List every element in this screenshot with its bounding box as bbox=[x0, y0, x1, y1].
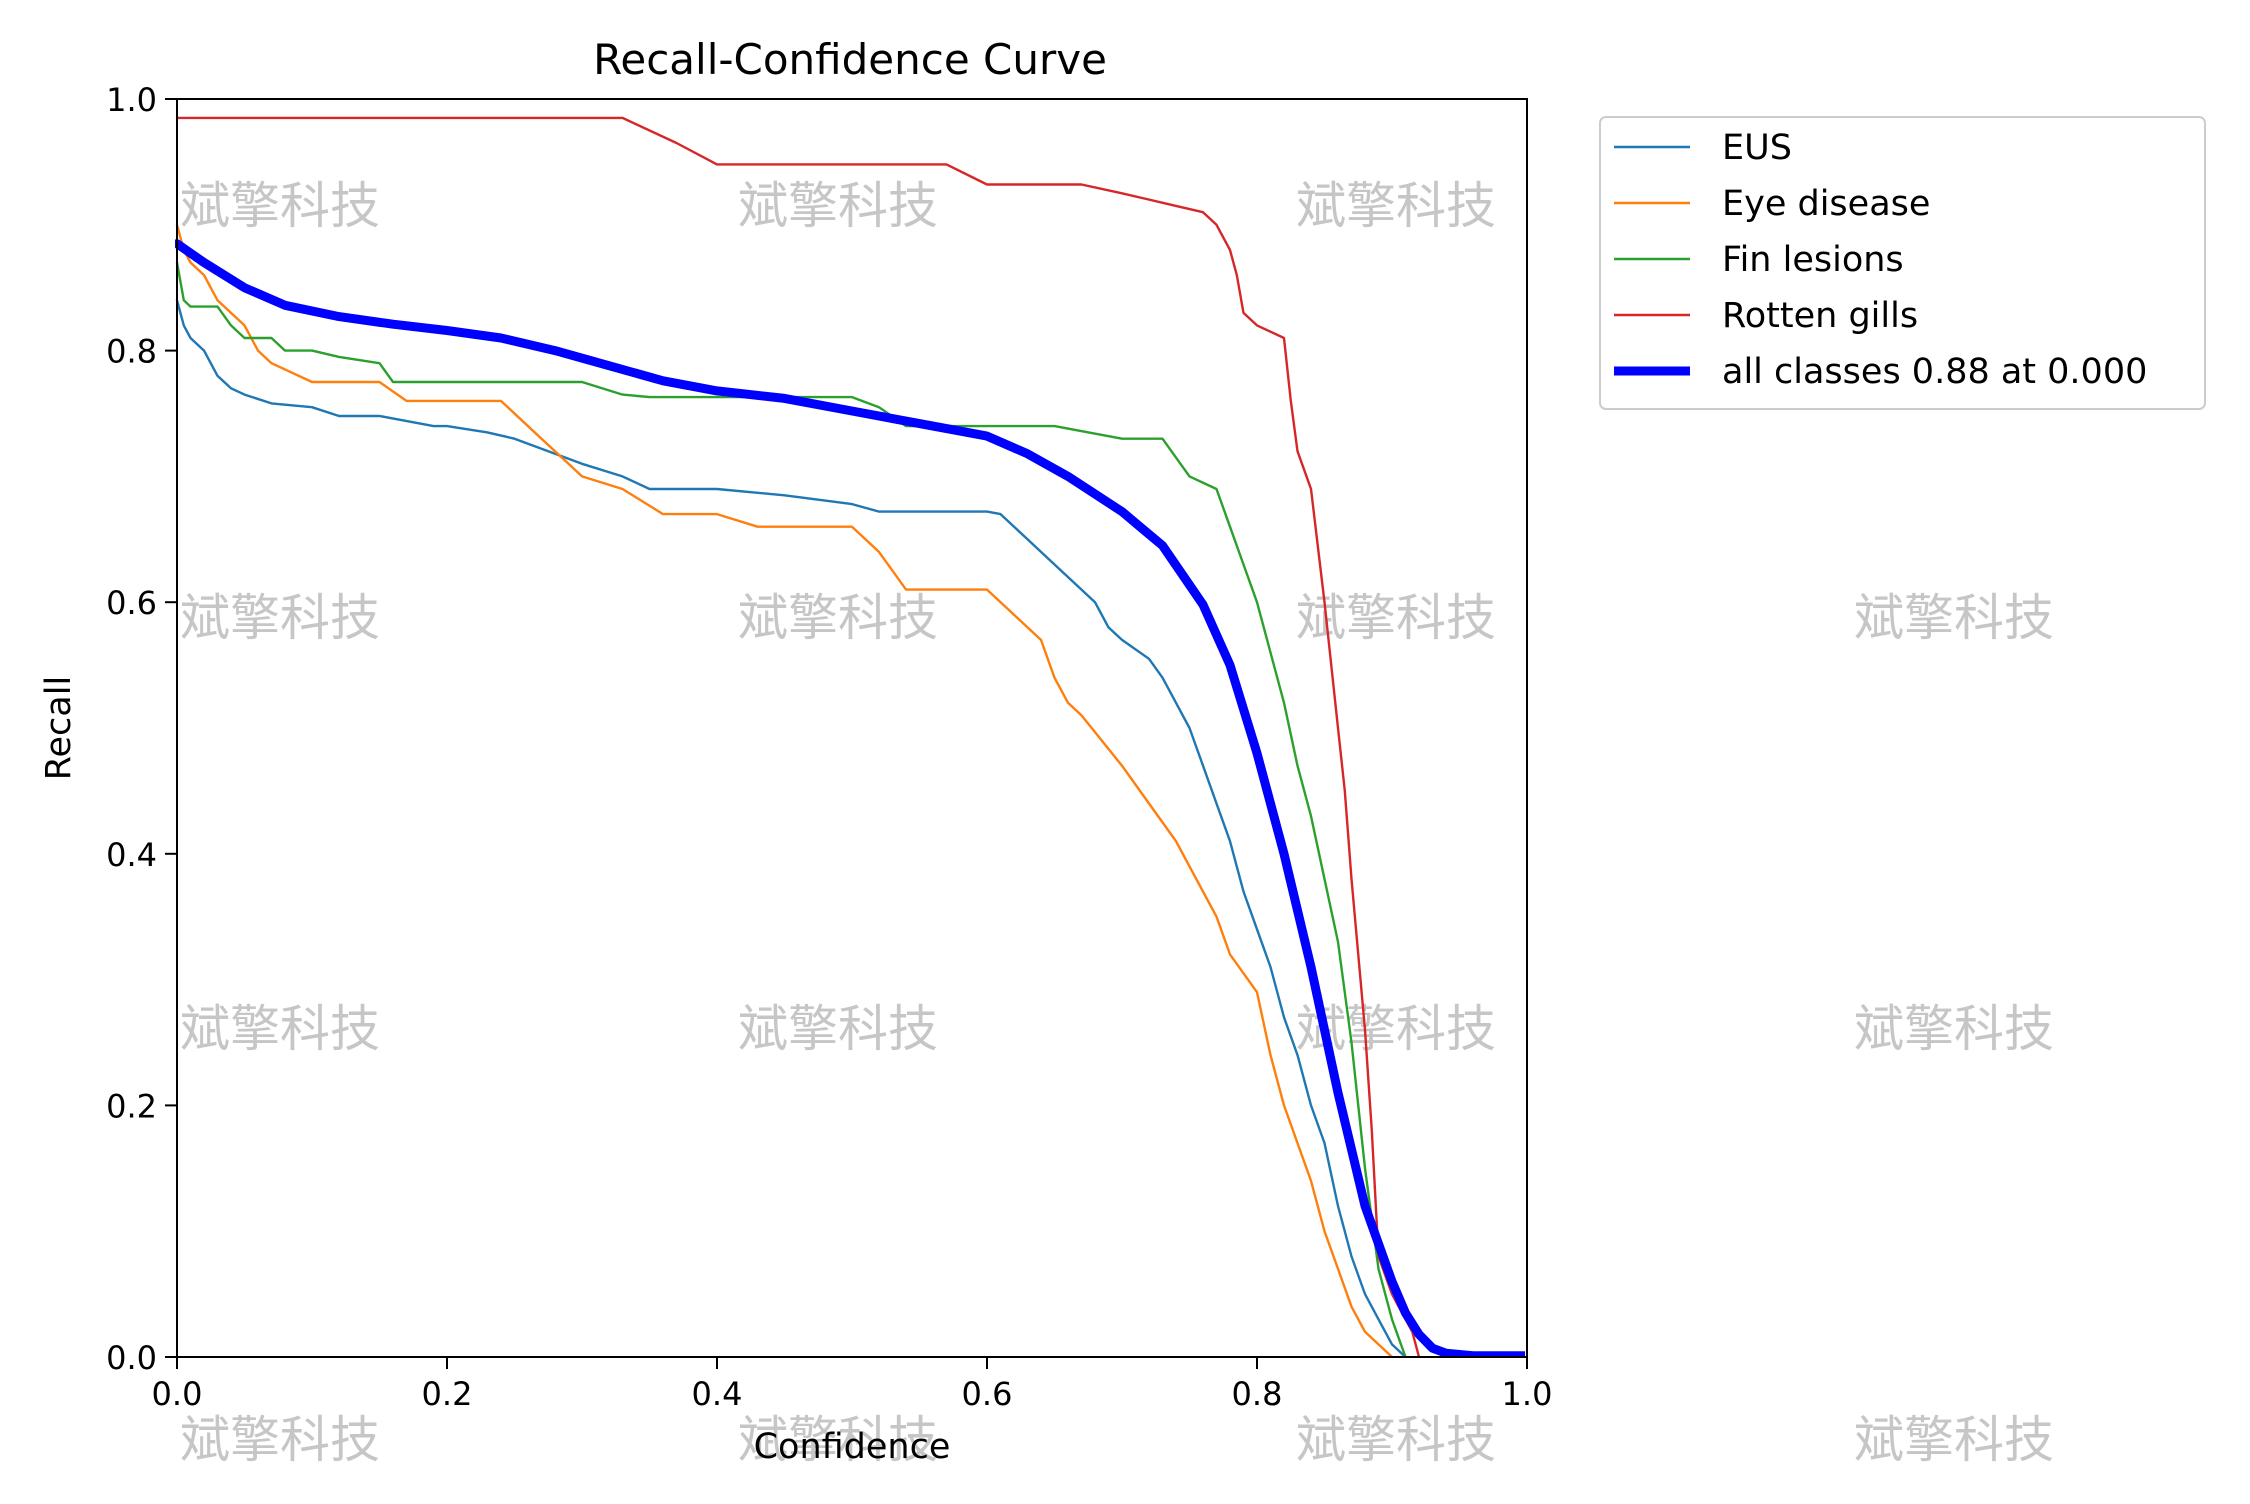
watermark-text: 斌擎科技 bbox=[1854, 1000, 2054, 1058]
watermark-text: 斌擎科技 bbox=[738, 1000, 938, 1058]
series-line-rotten-gills bbox=[175, 116, 1421, 1357]
watermark-text: 斌擎科技 bbox=[180, 1000, 380, 1058]
x-axis: 0.0 0.2 0.4 0.6 0.8 1.0 bbox=[152, 1357, 1553, 1413]
series-line-fin-lesions bbox=[175, 261, 1407, 1357]
watermark-text: 斌擎科技 bbox=[1296, 177, 1496, 235]
series-line-all-classes-0-88-at-0-000 bbox=[175, 239, 1525, 1357]
x-axis-label: Confidence bbox=[754, 1427, 951, 1467]
y-axis-label: Recall bbox=[39, 676, 79, 780]
chart-title: Recall-Confidence Curve bbox=[593, 35, 1107, 84]
legend-frame bbox=[1599, 116, 2206, 410]
watermark-text: 斌擎科技 bbox=[738, 589, 938, 647]
watermark-text: 斌擎科技 bbox=[738, 177, 938, 235]
x-tick-label: 0.6 bbox=[962, 1375, 1013, 1413]
watermark-text: 斌擎科技 bbox=[180, 1411, 380, 1469]
x-tick-label: 0.8 bbox=[1232, 1375, 1283, 1413]
watermark-text: 斌擎科技 bbox=[1854, 589, 2054, 647]
y-tick-label: 0.0 bbox=[106, 1339, 157, 1377]
legend-label: all classes 0.88 at 0.000 bbox=[1722, 352, 2147, 392]
legend-label: Eye disease bbox=[1722, 184, 1930, 224]
series-line-eye-disease bbox=[175, 223, 1394, 1357]
y-tick-label: 0.4 bbox=[106, 836, 157, 874]
y-tick-label: 0.6 bbox=[106, 584, 157, 622]
x-tick-label: 1.0 bbox=[1502, 1375, 1553, 1413]
x-tick-label: 0.4 bbox=[692, 1375, 743, 1413]
plot-frame bbox=[176, 98, 1528, 1358]
series-layer bbox=[175, 116, 1525, 1357]
series-line-eus bbox=[175, 299, 1407, 1357]
watermark-text: 斌擎科技 bbox=[1854, 1411, 2054, 1469]
legend-label: Fin lesions bbox=[1722, 240, 1904, 280]
watermark-text: 斌擎科技 bbox=[180, 177, 380, 235]
x-tick-label: 0.0 bbox=[152, 1375, 203, 1413]
legend: EUS Eye disease Fin lesions Rotten gills all… bbox=[1599, 116, 2206, 410]
watermark-text: 斌擎科技 bbox=[180, 589, 380, 647]
plot-area bbox=[175, 98, 1528, 1358]
y-tick-label: 1.0 bbox=[106, 81, 157, 119]
watermark-text: 斌擎科技 bbox=[1296, 1411, 1496, 1469]
legend-label: EUS bbox=[1722, 128, 1792, 168]
y-tick-label: 0.2 bbox=[106, 1087, 157, 1125]
x-tick-label: 0.2 bbox=[422, 1375, 473, 1413]
y-axis: 0.0 0.2 0.4 0.6 0.8 1.0 bbox=[106, 81, 177, 1377]
watermark-text: 斌擎科技 bbox=[738, 1411, 938, 1469]
y-tick-label: 0.8 bbox=[106, 333, 157, 371]
legend-label: Rotten gills bbox=[1722, 296, 1918, 336]
